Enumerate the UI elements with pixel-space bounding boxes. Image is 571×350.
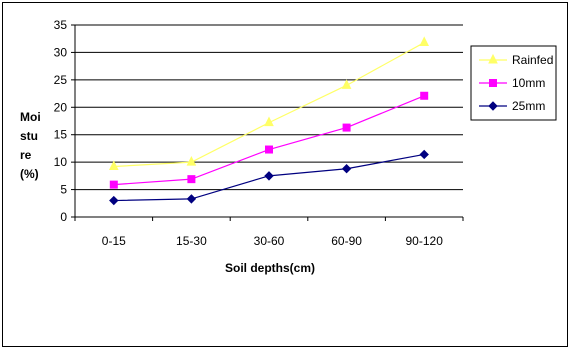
y-tick-label: 25 — [54, 73, 68, 87]
x-tick-labels: 0-15 15-30 30-60 60-90 90-120 — [102, 234, 443, 248]
y-tick-label: 15 — [54, 128, 68, 142]
legend-label: 10mm — [512, 76, 545, 90]
data-point — [264, 116, 274, 127]
x-tick-label: 15-30 — [176, 234, 207, 248]
x-tick-label: 0-15 — [102, 234, 126, 248]
legend-entry: 10mm — [479, 76, 545, 90]
data-point — [109, 180, 118, 189]
data-point — [341, 164, 352, 174]
data-point — [187, 175, 196, 184]
data-point — [419, 149, 429, 160]
y-tick-label: 20 — [54, 100, 68, 114]
legend-entry: Rainfed — [479, 53, 553, 67]
legend: Rainfed 10mm 25mm — [470, 45, 557, 121]
data-point — [264, 171, 274, 181]
data-point — [342, 123, 351, 132]
data-point — [419, 36, 430, 47]
y-axis-label-line: (%) — [20, 167, 39, 181]
y-axis-label-line: Moi — [20, 110, 41, 124]
y-tick-label: 5 — [60, 183, 67, 197]
legend-label: Rainfed — [512, 53, 553, 67]
legend-entry: 25mm — [479, 99, 545, 113]
y-tick-label: 0 — [60, 210, 67, 224]
grid — [75, 24, 463, 191]
y-axis-label-line: stu — [20, 129, 38, 143]
data-point — [489, 79, 497, 87]
data-point — [108, 160, 119, 171]
data-point — [488, 101, 498, 111]
data-point — [420, 91, 429, 100]
data-point — [265, 145, 273, 154]
axes — [71, 24, 464, 221]
data-point — [488, 53, 498, 64]
series-10mm — [109, 91, 429, 189]
data-point — [109, 195, 119, 206]
series-25mm — [109, 149, 429, 206]
x-tick-label: 60-90 — [331, 234, 362, 248]
series-rainfed — [108, 36, 430, 171]
y-axis-label: Moi stu re (%) — [20, 110, 41, 181]
series-group — [108, 36, 430, 206]
y-tick-label: 35 — [54, 18, 68, 32]
x-tick-label: 30-60 — [254, 234, 285, 248]
y-tick-label: 10 — [54, 155, 68, 169]
data-point — [186, 194, 197, 204]
legend-label: 25mm — [512, 99, 545, 113]
data-point — [186, 156, 197, 166]
x-tick-label: 90-120 — [406, 234, 444, 248]
y-axis-label-line: re — [20, 148, 32, 162]
y-tick-label: 30 — [54, 45, 68, 59]
x-axis-label: Soil depths(cm) — [225, 261, 315, 275]
data-point — [341, 79, 352, 89]
y-tick-labels: 0 5 10 15 20 25 30 35 — [54, 18, 68, 224]
